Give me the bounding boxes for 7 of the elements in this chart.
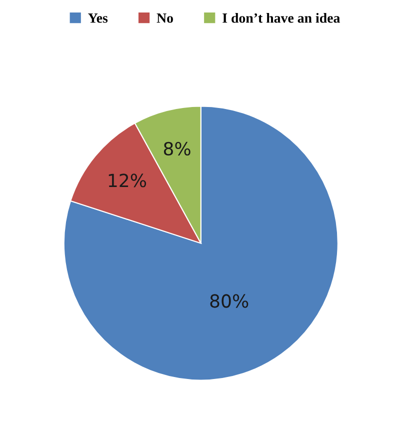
legend-label: No: [156, 14, 173, 23]
data-label: 80%: [210, 294, 248, 308]
data-label: 12%: [108, 174, 146, 188]
legend-label: I don’t have an idea: [222, 13, 340, 23]
pie-slice: [63, 106, 339, 381]
data-label: 8%: [164, 142, 190, 156]
legend-label: Yes: [88, 14, 108, 23]
